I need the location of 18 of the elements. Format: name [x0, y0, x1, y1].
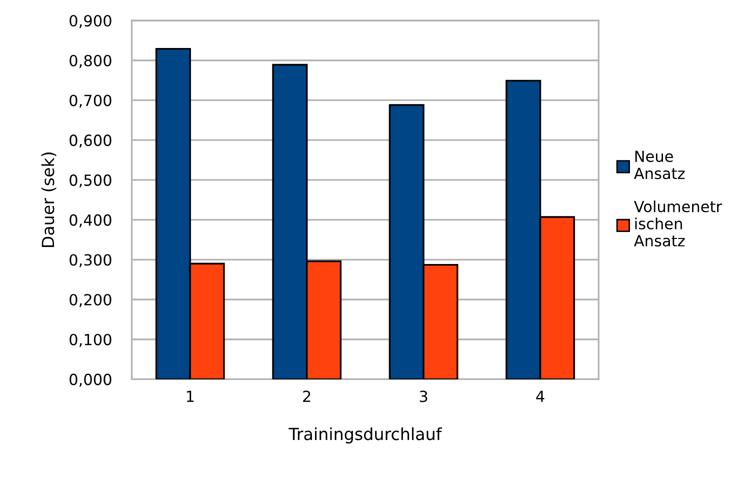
y-tick-label: 0,600: [70, 134, 112, 148]
y-tick-label: 0,900: [70, 14, 112, 28]
y-tick-label: 0,300: [70, 254, 112, 268]
y-tick-label: 0,700: [70, 94, 112, 108]
legend-label: Volumenetr ischen Ansatz: [634, 200, 722, 247]
x-tick-label: 3: [420, 390, 428, 402]
x-tick-label: 2: [303, 390, 310, 402]
x-axis-title: Trainingsdurchlauf: [288, 427, 442, 444]
legend-label: Neue Ansatz: [634, 150, 685, 180]
y-axis-title: Dauer (sek): [41, 152, 56, 248]
x-tick-label: 1: [186, 390, 194, 402]
x-tick-label: 4: [536, 390, 544, 402]
y-tick-label: 0,100: [70, 334, 112, 347]
y-tick-label: 0,500: [70, 174, 112, 188]
y-tick-label: 0,000: [70, 374, 112, 387]
y-tick-label: 0,400: [70, 214, 112, 228]
y-tick-label: 0,800: [70, 54, 112, 68]
y-tick-label: 0,200: [70, 294, 112, 308]
